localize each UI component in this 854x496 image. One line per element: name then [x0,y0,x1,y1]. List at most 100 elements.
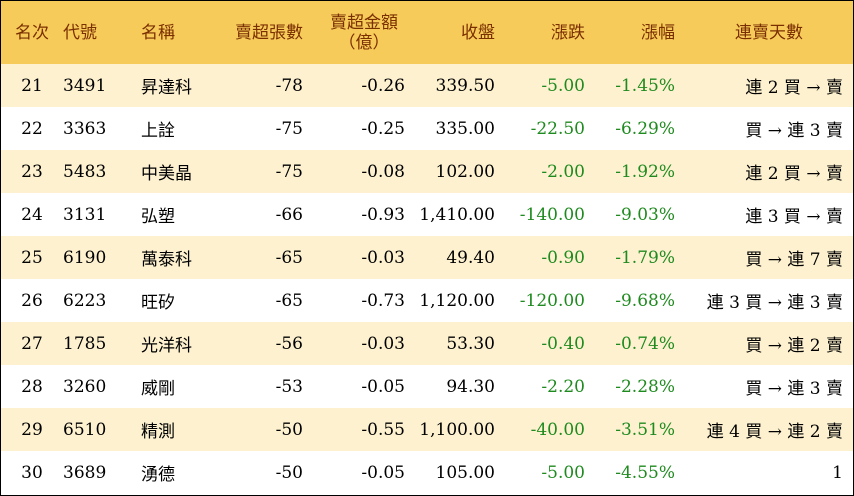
cell-name: 弘塑 [141,207,175,227]
header-change: 漲跌 [551,22,585,43]
cell-net-sell-lots: -66 [275,204,303,225]
cell-rank: 28 [21,376,43,397]
header-rank: 名次 [15,22,49,43]
cell-change-pct: -9.03% [615,204,675,225]
cell-change: -40.00 [530,419,585,440]
cell-net-sell-amount: -0.55 [361,419,405,440]
cell-change-pct: -1.79% [615,247,675,268]
cell-net-sell-amount: -0.05 [361,376,405,397]
cell-change-pct: -3.51% [615,419,675,440]
cell-code: 3131 [63,204,107,225]
table-row: 23 5483 中美晶 -75 -0.08 102.00 -2.00 -1.92… [1,150,853,193]
cell-net-sell-lots: -50 [275,462,303,483]
cell-change: -22.50 [530,118,585,139]
cell-streak: 連 2 買 → 賣 [745,78,843,98]
cell-name: 精測 [141,422,175,442]
cell-net-sell-lots: -65 [275,290,303,311]
cell-change: -5.00 [541,75,585,96]
cell-change-pct: -9.68% [615,290,675,311]
cell-rank: 23 [21,161,43,182]
cell-rank: 29 [21,419,43,440]
cell-rank: 25 [21,247,43,268]
cell-close: 1,410.00 [419,204,495,225]
cell-code: 6223 [63,290,107,311]
cell-close: 105.00 [435,462,495,483]
cell-rank: 21 [21,75,43,96]
cell-change-pct: -2.28% [615,376,675,397]
cell-name: 萬泰科 [141,250,192,270]
cell-net-sell-amount: -0.03 [361,333,405,354]
cell-net-sell-lots: -75 [275,118,303,139]
cell-rank: 22 [21,118,43,139]
cell-net-sell-amount: -0.08 [361,161,405,182]
cell-net-sell-lots: -53 [275,376,303,397]
cell-close: 102.00 [435,161,495,182]
cell-name: 威剛 [141,379,175,399]
cell-net-sell-amount: -0.05 [361,462,405,483]
table-row: 28 3260 威剛 -53 -0.05 94.30 -2.20 -2.28% … [1,365,853,408]
cell-close: 53.30 [446,333,495,354]
cell-name: 中美晶 [141,164,192,184]
cell-change-pct: -1.45% [615,75,675,96]
cell-change: -2.20 [541,376,585,397]
table-row: 22 3363 上詮 -75 -0.25 335.00 -22.50 -6.29… [1,107,853,150]
table-row: 27 1785 光洋科 -56 -0.03 53.30 -0.40 -0.74%… [1,322,853,365]
table-row: 24 3131 弘塑 -66 -0.93 1,410.00 -140.00 -9… [1,193,853,236]
cell-name: 昇達科 [141,78,192,98]
cell-change: -5.00 [541,462,585,483]
cell-net-sell-lots: -56 [275,333,303,354]
cell-streak: 買 → 連 3 賣 [745,379,843,399]
cell-change-pct: -1.92% [615,161,675,182]
cell-net-sell-amount: -0.93 [361,204,405,225]
cell-net-sell-amount: -0.25 [361,118,405,139]
header-change-pct: 漲幅 [641,22,675,43]
cell-net-sell-lots: -50 [275,419,303,440]
cell-net-sell-lots: -75 [275,161,303,182]
cell-streak: 連 2 買 → 賣 [745,164,843,184]
cell-close: 335.00 [435,118,495,139]
cell-net-sell-amount: -0.26 [361,75,405,96]
cell-code: 3363 [63,118,107,139]
cell-change-pct: -4.55% [615,462,675,483]
cell-code: 5483 [63,161,107,182]
cell-net-sell-amount: -0.03 [361,247,405,268]
table-row: 26 6223 旺矽 -65 -0.73 1,120.00 -120.00 -9… [1,279,853,322]
cell-streak: 買 → 連 2 賣 [745,336,843,356]
header-name: 名稱 [141,22,175,43]
header-close: 收盤 [461,22,495,43]
header-net-sell-amount-line1: 賣超金額 [330,12,398,33]
cell-net-sell-amount: -0.73 [361,290,405,311]
header-code: 代號 [63,22,97,43]
cell-name: 湧德 [141,465,175,485]
cell-rank: 30 [21,462,43,483]
cell-code: 1785 [63,333,107,354]
cell-name: 光洋科 [141,336,192,356]
cell-streak: 1 [832,462,843,483]
cell-code: 6510 [63,419,107,440]
cell-close: 1,100.00 [419,419,495,440]
cell-change: -120.00 [519,290,585,311]
cell-rank: 24 [21,204,43,225]
cell-change: -0.40 [541,333,585,354]
cell-change: -2.00 [541,161,585,182]
cell-streak: 連 4 買 → 連 2 賣 [706,422,843,442]
cell-close: 339.50 [435,75,495,96]
cell-rank: 26 [21,290,43,311]
cell-name: 旺矽 [141,293,175,313]
cell-change: -0.90 [541,247,585,268]
cell-streak: 連 3 買 → 賣 [745,207,843,227]
cell-close: 49.40 [446,247,495,268]
table-header-row: 名次 代號 名稱 賣超張數 賣超金額 （億） 收盤 漲跌 漲幅 連賣天數 [1,1,853,64]
table-body: 21 3491 昇達科 -78 -0.26 339.50 -5.00 -1.45… [1,64,853,494]
header-net-sell-amount: 賣超金額 （億） [313,1,415,64]
table-row: 21 3491 昇達科 -78 -0.26 339.50 -5.00 -1.45… [1,64,853,107]
cell-change: -140.00 [519,204,585,225]
cell-net-sell-lots: -65 [275,247,303,268]
cell-streak: 買 → 連 3 賣 [745,121,843,141]
cell-code: 3491 [63,75,107,96]
cell-rank: 27 [21,333,43,354]
cell-code: 3689 [63,462,107,483]
cell-name: 上詮 [141,121,175,141]
